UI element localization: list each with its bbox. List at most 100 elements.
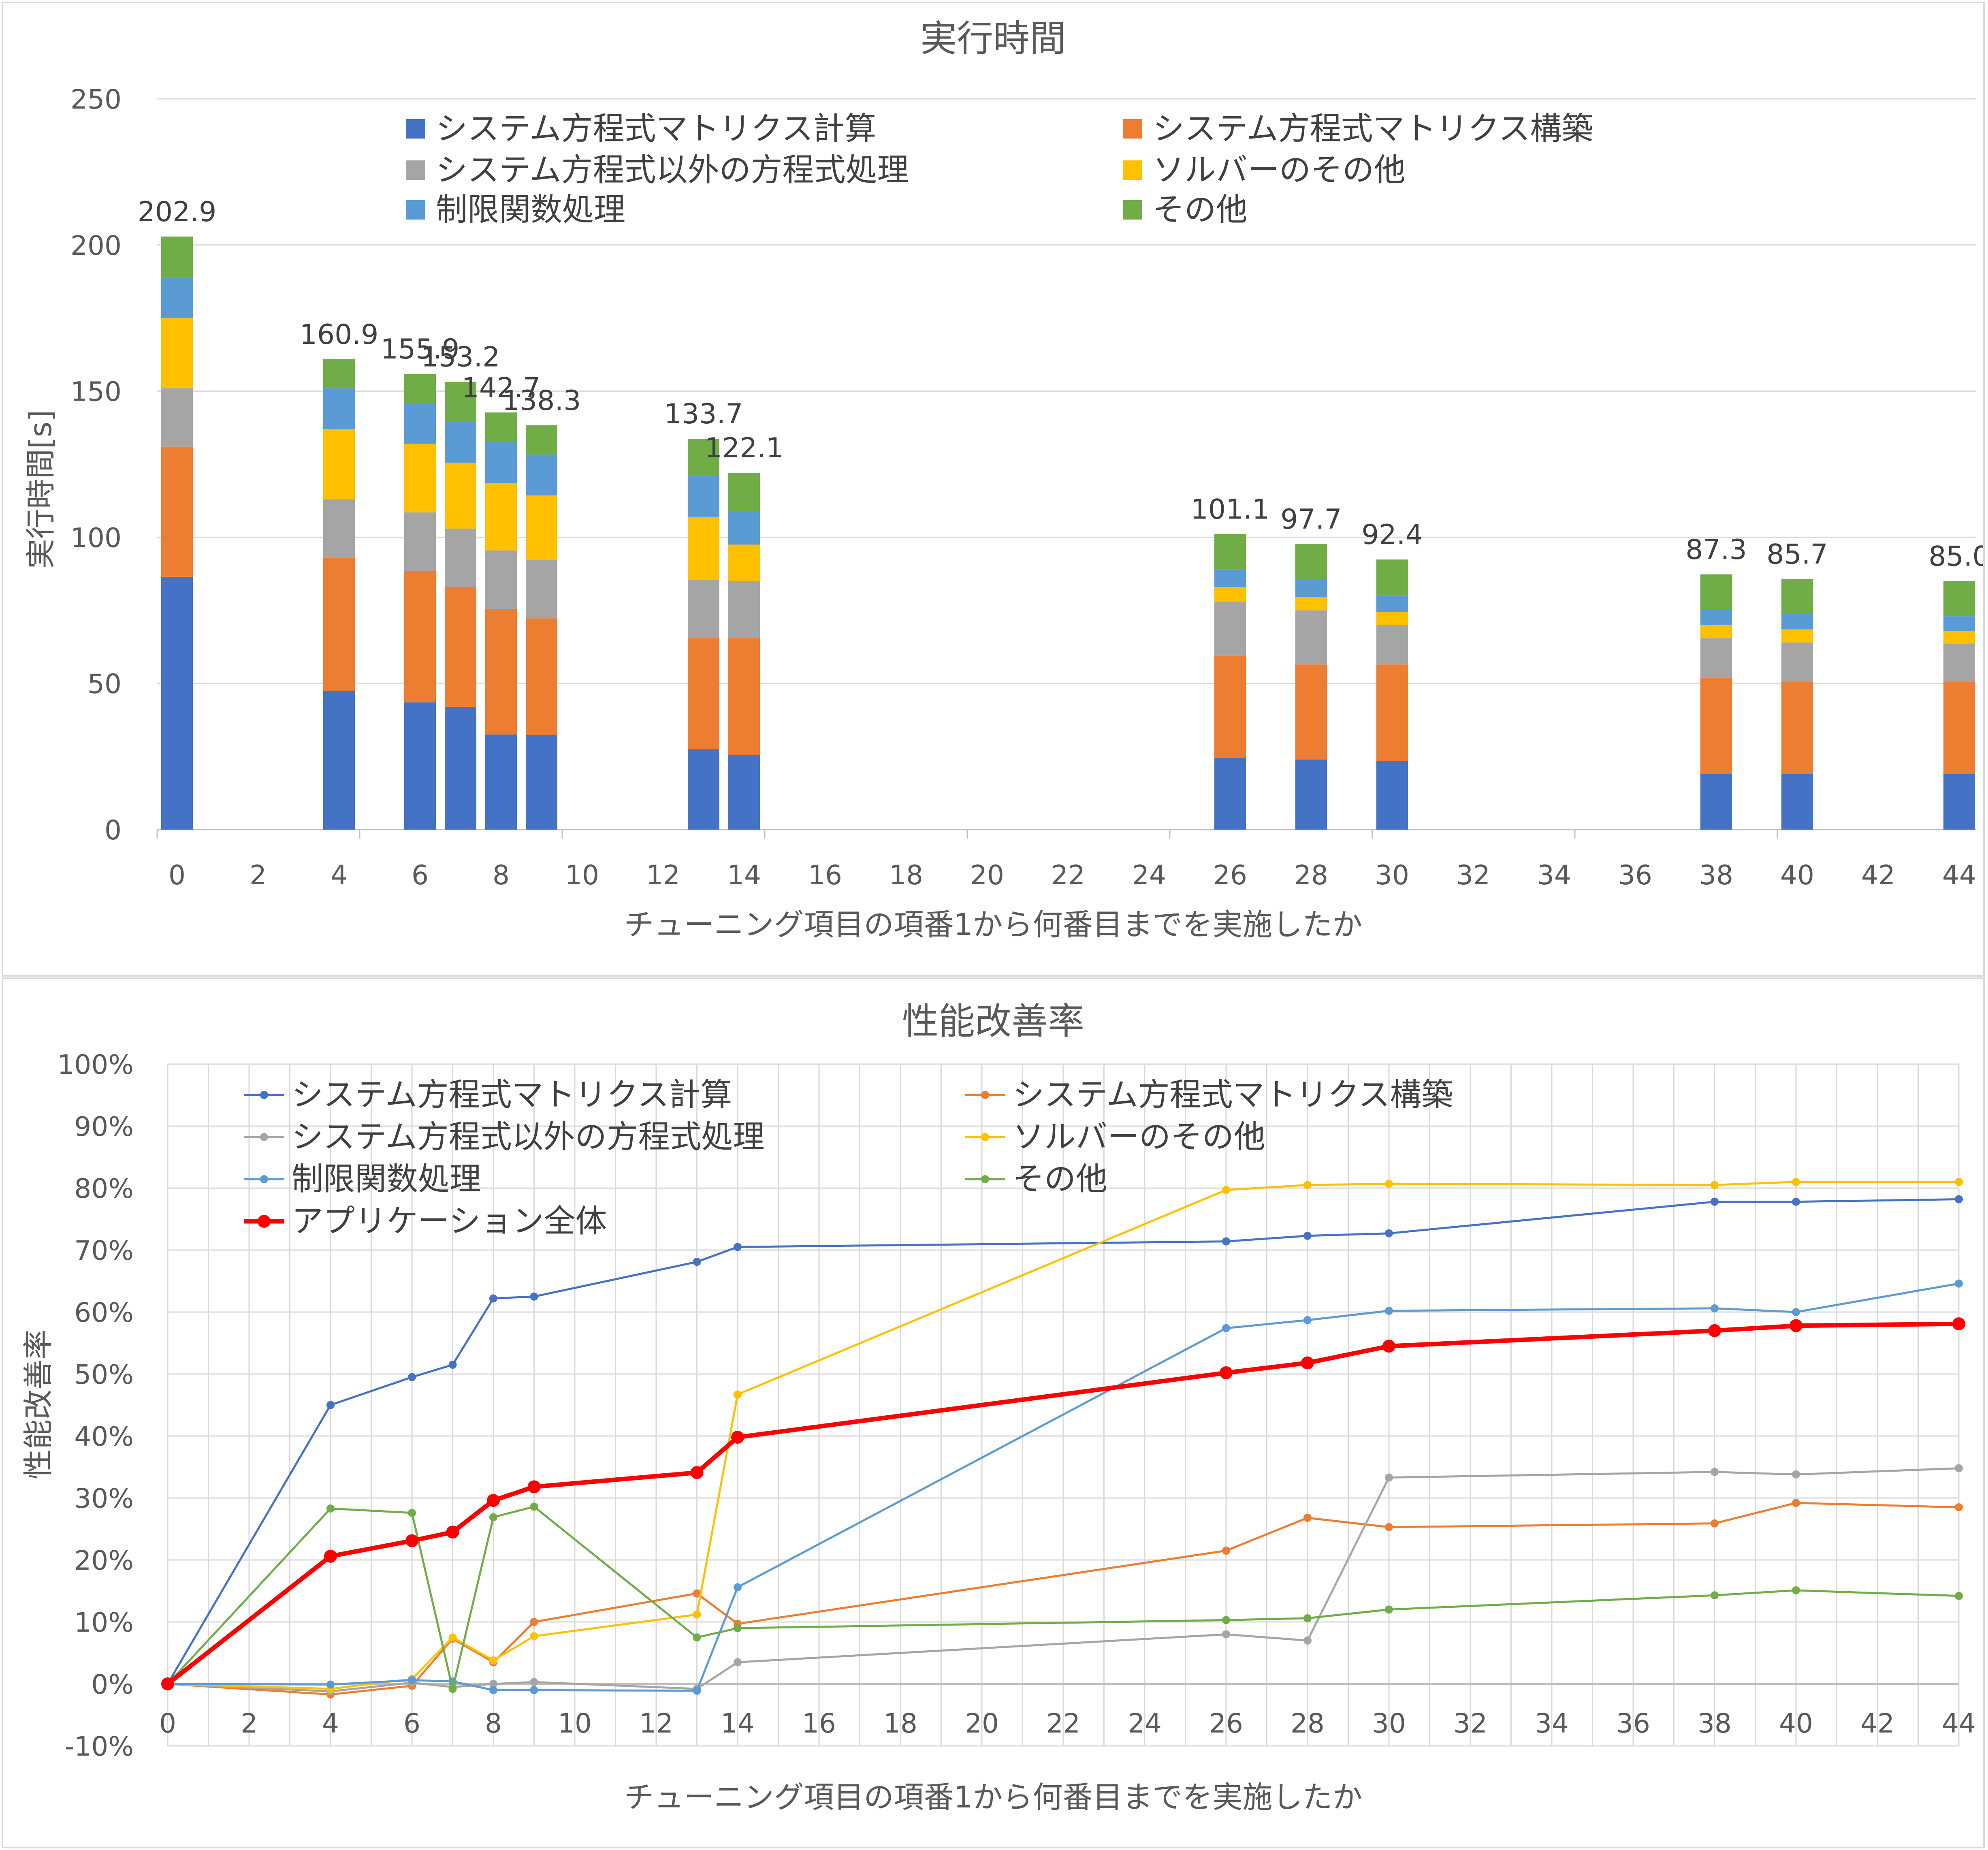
y-tick-label: 40% [74, 1421, 134, 1452]
bar-segment [1943, 616, 1975, 631]
data-point [693, 1589, 701, 1598]
data-point [1303, 1636, 1312, 1645]
data-point [1955, 1503, 1963, 1511]
x-tick-label: 26 [1213, 860, 1247, 891]
legend-label: 制限関数処理 [436, 192, 625, 228]
data-point [1382, 1340, 1395, 1353]
bar-segment [526, 618, 557, 735]
legend-label: システム方程式マトリクス計算 [436, 111, 876, 147]
legend-swatch [1123, 200, 1142, 220]
bar-segment [161, 388, 193, 447]
x-tick-label: 2 [250, 860, 267, 891]
total-data-label: 85.7 [1766, 539, 1828, 571]
data-point [1790, 1319, 1802, 1332]
data-point [693, 1633, 701, 1642]
bar-segment [485, 609, 517, 735]
data-point [1952, 1317, 1965, 1331]
x-tick-label: 28 [1290, 1708, 1325, 1739]
bar-segment [485, 442, 517, 483]
x-tick-label: 18 [889, 860, 923, 891]
data-point [489, 1686, 497, 1694]
data-point [408, 1676, 416, 1684]
legend-label: システム方程式以外の方程式処理 [292, 1119, 765, 1155]
data-point [1711, 1304, 1719, 1312]
data-point [489, 1294, 497, 1303]
data-point [1711, 1181, 1719, 1189]
bar-segment [1781, 642, 1813, 682]
bar-segment [404, 403, 436, 444]
bar-segment [1700, 638, 1732, 678]
total-data-label: 153.2 [421, 341, 500, 373]
legend-label: アプリケーション全体 [292, 1203, 607, 1240]
series-line [167, 1467, 1959, 1692]
bar-segment [688, 580, 719, 638]
x-tick-label: 14 [721, 1708, 755, 1739]
data-point [1222, 1547, 1230, 1555]
x-tick-label: 20 [965, 1708, 999, 1739]
data-point [690, 1466, 704, 1479]
data-point [530, 1678, 538, 1686]
total-data-label: 122.1 [705, 432, 784, 464]
total-data-label: 160.9 [300, 319, 379, 351]
data-point [1708, 1324, 1721, 1337]
data-point [1222, 1616, 1230, 1624]
legend-marker [981, 1175, 989, 1183]
bar-segment [1376, 559, 1408, 596]
bar-segment [1781, 579, 1813, 614]
data-point [1222, 1630, 1230, 1639]
total-data-label: 97.7 [1280, 504, 1342, 536]
x-tick-label: 4 [322, 1708, 339, 1739]
bar-segment [688, 638, 719, 749]
legend-label: ソルバーのその他 [1013, 1119, 1265, 1155]
bar-segment [1295, 597, 1327, 610]
bar-segment [161, 277, 193, 318]
bar-segment [161, 318, 193, 388]
bar-segment [445, 706, 476, 830]
bar-segment [323, 388, 355, 429]
data-point [1222, 1186, 1230, 1194]
bar-segment [1214, 655, 1246, 758]
bar-segment [323, 499, 355, 558]
legend-swatch [406, 200, 425, 220]
data-point [530, 1632, 538, 1641]
x-tick-label: 10 [565, 860, 599, 891]
data-point [487, 1494, 500, 1507]
y-axis-title: 実行時間[s] [23, 410, 58, 569]
bar-segment [1376, 761, 1408, 830]
bar-segment [445, 528, 476, 587]
x-tick-label: 40 [1779, 1708, 1813, 1739]
bar-segment [1376, 595, 1408, 612]
total-data-label: 155.9 [381, 333, 460, 365]
bar-segment [404, 702, 436, 830]
bar-segment [485, 412, 517, 442]
data-point [693, 1258, 701, 1266]
bar-segment [323, 429, 355, 499]
series-line [167, 1505, 1959, 1690]
y-tick-label: 150 [70, 376, 122, 408]
x-tick-label: 24 [1128, 1708, 1162, 1739]
y-tick-label: 10% [74, 1607, 134, 1638]
legend-label: ソルバーのその他 [1153, 152, 1406, 188]
data-point [1792, 1178, 1800, 1186]
y-tick-label: 60% [74, 1297, 134, 1328]
bar-segment [485, 483, 517, 551]
y-tick-label: 80% [74, 1173, 134, 1204]
bar-segment [1700, 625, 1732, 638]
x-tick-label: 10 [558, 1708, 592, 1739]
bar-segment [485, 734, 517, 830]
bar-segment [1295, 610, 1327, 665]
data-point [1955, 1178, 1963, 1186]
y-tick-label: 90% [74, 1111, 134, 1142]
data-point [1301, 1356, 1314, 1370]
data-point [734, 1583, 742, 1592]
data-point [734, 1658, 742, 1666]
x-tick-label: 32 [1453, 1708, 1487, 1739]
bar-segment [445, 422, 476, 463]
data-point [1303, 1181, 1312, 1189]
x-tick-label: 40 [1780, 860, 1814, 891]
bar-segment [161, 576, 193, 830]
legend-label: 制限関数処理 [292, 1161, 481, 1197]
bar-segment [1700, 677, 1732, 774]
bar-segment [1700, 774, 1732, 830]
data-point [527, 1480, 541, 1494]
